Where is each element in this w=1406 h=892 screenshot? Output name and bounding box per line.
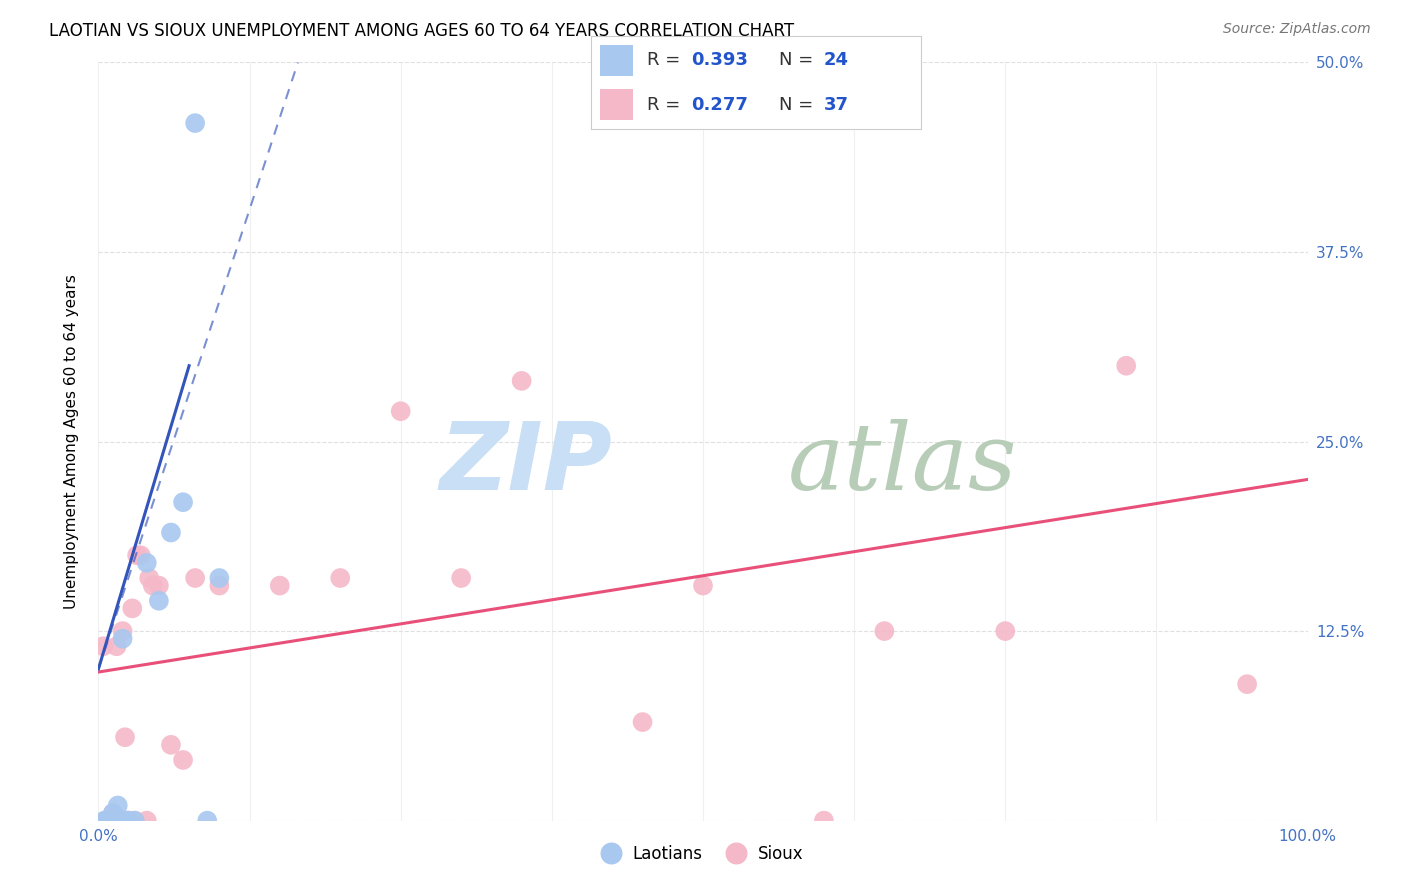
Point xyxy=(105,639,128,653)
Point xyxy=(91,639,114,653)
Point xyxy=(105,814,128,828)
Point xyxy=(108,814,131,828)
Point xyxy=(107,814,129,828)
Text: 24: 24 xyxy=(824,52,848,70)
Point xyxy=(107,798,129,813)
Point xyxy=(100,814,122,828)
Point xyxy=(104,814,127,828)
Text: Source: ZipAtlas.com: Source: ZipAtlas.com xyxy=(1223,22,1371,37)
Point xyxy=(813,814,835,828)
Text: ZIP: ZIP xyxy=(440,418,613,510)
Point xyxy=(172,495,194,509)
FancyBboxPatch shape xyxy=(600,89,634,120)
Text: 0.277: 0.277 xyxy=(692,95,748,113)
Point xyxy=(100,814,122,828)
Point xyxy=(96,814,118,828)
Point xyxy=(98,814,121,828)
Point xyxy=(631,715,654,730)
Point xyxy=(450,571,472,585)
Point xyxy=(184,571,207,585)
Text: 0.393: 0.393 xyxy=(692,52,748,70)
Point xyxy=(101,806,124,821)
Point xyxy=(138,571,160,585)
Point xyxy=(111,632,134,646)
Text: R =: R = xyxy=(647,95,686,113)
Point xyxy=(1236,677,1258,691)
Point xyxy=(208,579,231,593)
Point xyxy=(94,814,117,828)
Text: 37: 37 xyxy=(824,95,848,113)
Text: N =: N = xyxy=(779,52,818,70)
Point xyxy=(172,753,194,767)
Point xyxy=(148,594,170,608)
Point xyxy=(100,814,122,828)
Point xyxy=(135,814,157,828)
Point xyxy=(111,624,134,639)
Point xyxy=(104,814,127,828)
Point xyxy=(208,571,231,585)
Point xyxy=(510,374,533,388)
Point xyxy=(692,579,714,593)
Point xyxy=(118,814,141,828)
Text: N =: N = xyxy=(779,95,818,113)
Text: R =: R = xyxy=(647,52,686,70)
Point xyxy=(101,806,124,821)
Point xyxy=(93,814,115,828)
Point xyxy=(269,579,291,593)
Point xyxy=(135,556,157,570)
Point xyxy=(114,814,136,828)
Point xyxy=(97,814,120,828)
Y-axis label: Unemployment Among Ages 60 to 64 years: Unemployment Among Ages 60 to 64 years xyxy=(65,274,79,609)
Point xyxy=(124,814,146,828)
Point xyxy=(118,814,141,828)
Point xyxy=(1115,359,1137,373)
Point xyxy=(108,814,131,828)
Point xyxy=(994,624,1017,639)
Point xyxy=(184,116,207,130)
Point xyxy=(117,814,139,828)
Legend: Laotians, Sioux: Laotians, Sioux xyxy=(596,838,810,869)
Text: LAOTIAN VS SIOUX UNEMPLOYMENT AMONG AGES 60 TO 64 YEARS CORRELATION CHART: LAOTIAN VS SIOUX UNEMPLOYMENT AMONG AGES… xyxy=(49,22,794,40)
Point xyxy=(148,579,170,593)
Point xyxy=(142,579,165,593)
Point xyxy=(873,624,896,639)
Point xyxy=(129,548,152,563)
Point xyxy=(124,814,146,828)
Point xyxy=(121,601,143,615)
Text: atlas: atlas xyxy=(787,419,1017,509)
Point xyxy=(329,571,352,585)
Point xyxy=(160,738,183,752)
Point xyxy=(195,814,218,828)
Point xyxy=(160,525,183,540)
Point xyxy=(94,814,117,828)
Point xyxy=(103,814,125,828)
Point xyxy=(389,404,412,418)
Point xyxy=(127,548,149,563)
Point xyxy=(97,814,120,828)
Point xyxy=(114,730,136,744)
FancyBboxPatch shape xyxy=(600,45,634,76)
